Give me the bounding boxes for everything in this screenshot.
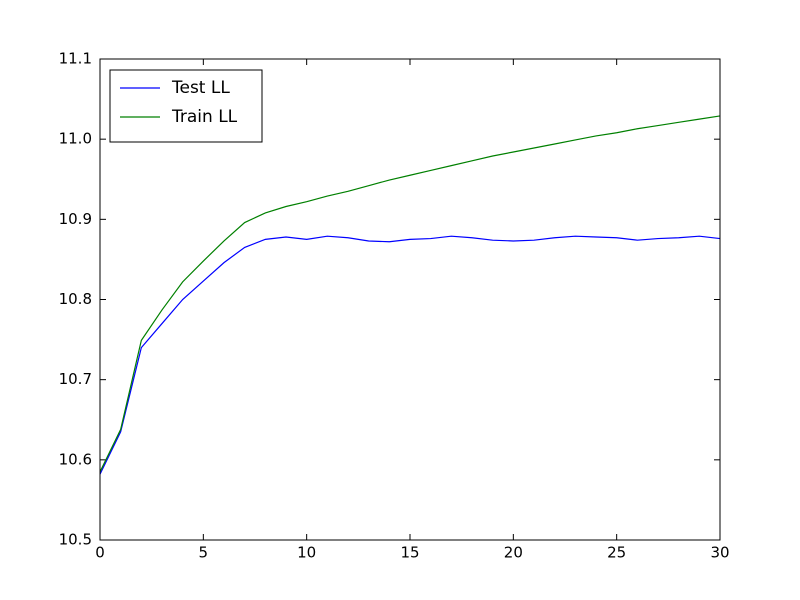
y-tick-label: 10.9	[59, 210, 92, 228]
legend-label: Train LL	[171, 107, 238, 127]
x-tick-label: 25	[607, 544, 626, 562]
x-tick-label: 10	[297, 544, 316, 562]
legend-box	[109, 69, 263, 143]
x-tick-label: 15	[400, 544, 419, 562]
series-line	[99, 115, 721, 473]
x-tick-label: 20	[504, 544, 523, 562]
y-tick-label: 10.5	[59, 531, 92, 549]
y-tick-label: 11.1	[59, 50, 92, 68]
series-line	[99, 235, 721, 475]
x-tick-label: 30	[710, 544, 729, 562]
x-tick-label: 0	[95, 544, 105, 562]
plot-frame	[99, 58, 721, 541]
y-tick-label: 10.7	[59, 370, 92, 388]
legend-label: Test LL	[171, 78, 230, 98]
y-tick-label: 11.0	[59, 130, 92, 148]
y-tick-label: 10.6	[59, 450, 92, 468]
x-tick-label: 5	[199, 544, 209, 562]
y-tick-label: 10.8	[59, 290, 92, 308]
